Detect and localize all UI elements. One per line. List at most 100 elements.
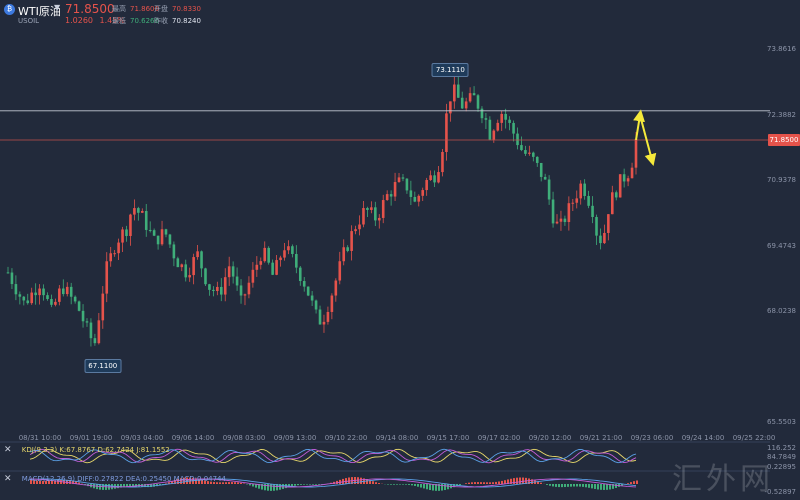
macd-bar (408, 484, 410, 485)
candle-body (591, 205, 594, 218)
candle-body (500, 113, 504, 123)
macd-bar (507, 479, 509, 484)
candle-body (476, 95, 480, 109)
candle-body (275, 260, 278, 275)
macd-bar (459, 484, 461, 486)
candle-body (38, 288, 41, 296)
macd-line (29, 478, 637, 488)
macd-bar (45, 481, 47, 484)
candle-body (287, 246, 290, 251)
macd-bar (549, 484, 551, 486)
macd-bar (444, 484, 446, 491)
candle-body (334, 280, 338, 296)
candle-body (397, 177, 401, 183)
candle-body (322, 321, 326, 325)
candle-body (279, 257, 282, 261)
candle-body (492, 130, 496, 140)
candle-body (488, 119, 492, 140)
candle-body (370, 207, 373, 210)
candle-body (342, 247, 346, 262)
candle-body (180, 264, 184, 268)
macd-bar (57, 480, 59, 484)
symbol-name[interactable]: WTI原油 (18, 5, 61, 18)
candle-body (595, 217, 598, 236)
macd-bar (531, 479, 533, 484)
candle-body (401, 177, 405, 179)
macd-bar (591, 484, 593, 489)
stat-open: 开盘 70.8330 (154, 5, 201, 13)
candle-body (50, 299, 53, 305)
candle-body (535, 156, 539, 163)
macd-bar (270, 484, 272, 491)
candle-body (413, 196, 417, 202)
macd-bar (195, 478, 197, 484)
candle-body (532, 152, 535, 157)
x-tick-label: 09/08 03:00 (222, 434, 266, 442)
candle-body (366, 208, 369, 210)
y-tick-label: 70.9378 (767, 175, 796, 184)
candle-body (622, 174, 626, 182)
macd-bar (273, 484, 275, 491)
candle-body (77, 301, 81, 311)
stat-prev-close: 昨收 70.8240 (154, 17, 201, 25)
macd-bar (510, 478, 512, 484)
macd-bar (174, 479, 176, 484)
macd-bar (294, 484, 296, 486)
macd-bar (540, 482, 542, 484)
candle-body (239, 285, 243, 296)
macd-bar (471, 482, 473, 484)
macd-bar (423, 484, 425, 489)
macd-bar (165, 483, 167, 484)
macd-bar (597, 484, 599, 490)
candle-body (231, 266, 235, 277)
macd-bar (207, 481, 209, 484)
candle-body (539, 162, 543, 177)
macd-bar (210, 481, 212, 484)
candle-body (468, 93, 472, 102)
indicator-panels (0, 441, 770, 491)
forecast-arrows (633, 109, 657, 166)
y-tick-label: 68.0238 (767, 306, 796, 315)
macd-bar (465, 483, 467, 484)
close-icon[interactable]: ✕ (4, 474, 12, 484)
y-tick-label: 73.8616 (767, 44, 796, 53)
candle-body (192, 257, 195, 276)
y-tick-label: 69.4743 (767, 241, 796, 250)
macd-bar (495, 481, 497, 484)
macd-bar (309, 484, 311, 485)
candle-body (283, 250, 286, 258)
candle-body (460, 97, 464, 109)
macd-bar (186, 477, 188, 484)
kdj-line (29, 448, 637, 464)
candle-body (255, 264, 259, 270)
macd-bar (483, 482, 485, 484)
candle-body (81, 310, 85, 322)
macd-bar (396, 484, 398, 485)
macd-bar (627, 483, 629, 484)
candle-body (216, 286, 219, 292)
macd-bar (300, 484, 302, 485)
candle-body (200, 251, 203, 269)
candle-body (559, 218, 563, 222)
candle-body (227, 266, 231, 278)
macd-bar (222, 482, 224, 484)
candle-body (350, 231, 353, 251)
candle-body (121, 229, 124, 243)
macd-bar (126, 484, 128, 487)
macd-bar (555, 484, 557, 487)
macd-bar (228, 482, 230, 484)
candle-body (389, 194, 393, 197)
macd-bar (402, 484, 404, 485)
chevron-down-icon[interactable]: ▼ (54, 3, 61, 12)
x-tick-label: 09/06 14:00 (171, 434, 215, 442)
macd-bar (513, 478, 515, 484)
macd-bar (435, 484, 437, 491)
close-icon[interactable]: ✕ (4, 445, 12, 455)
candle-body (97, 320, 101, 344)
candle-body (184, 264, 188, 278)
candle-body (543, 176, 547, 180)
candle-body (259, 261, 263, 265)
candle-body (520, 145, 523, 151)
macd-bar (573, 484, 575, 487)
